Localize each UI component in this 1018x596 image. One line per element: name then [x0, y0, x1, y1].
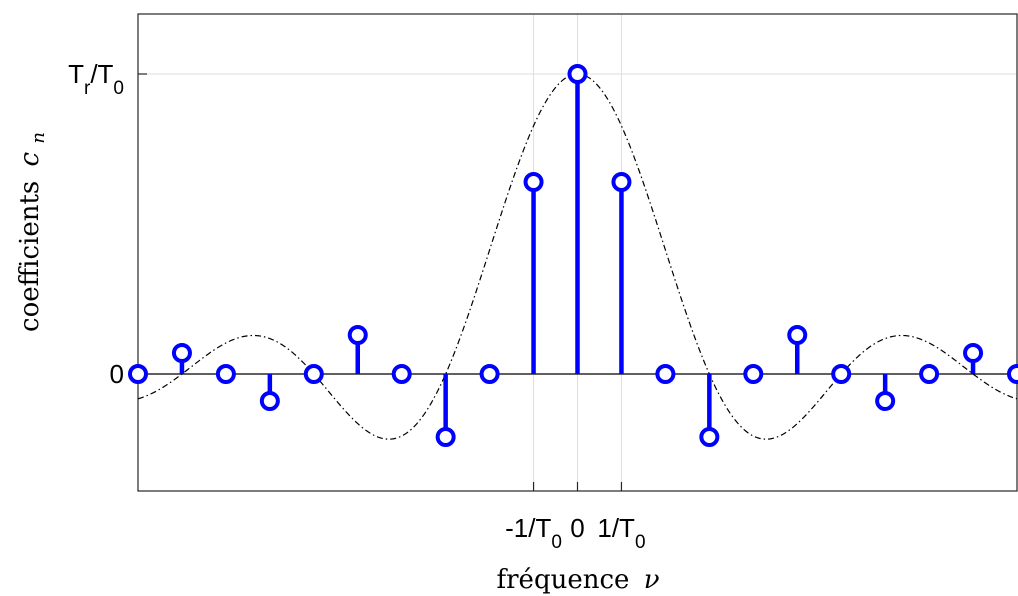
y-axis-symbol: c [15, 151, 45, 166]
y-tick-subscript: r [84, 78, 91, 99]
y-axis-symbol-subscript: n [28, 132, 49, 144]
x-axis-label: fréquence [497, 565, 630, 595]
stem-point [303, 364, 324, 384]
stem-point [875, 374, 896, 411]
x-tick-label: 0 [570, 513, 584, 543]
stem-marker [699, 427, 720, 447]
y-axis-title: coefficients c n [15, 132, 49, 332]
stem-point [919, 364, 940, 384]
x-tick-text: 1/T [597, 513, 635, 543]
stem-point [259, 374, 280, 411]
x-tick-label: -1/T0 [505, 513, 562, 553]
x-tick-labels: -1/T0 0 1/T0 [505, 513, 645, 553]
x-tick-label: 1/T0 [597, 513, 645, 553]
stem-point [611, 172, 632, 374]
stem-marker [435, 427, 456, 447]
stem-marker [963, 343, 984, 363]
stem-point [743, 364, 764, 384]
stem-point [831, 364, 852, 384]
x-tick-subscript: 0 [551, 532, 562, 553]
stem-marker [347, 325, 368, 345]
x-tick-subscript: 0 [635, 532, 646, 553]
stem-point [1007, 364, 1018, 384]
stem-marker [743, 364, 764, 384]
stem-marker [303, 364, 324, 384]
stem-point [655, 364, 676, 384]
x-axis-title: fréquence ν [497, 565, 660, 595]
stem-point [523, 172, 544, 374]
stem-marker [171, 343, 192, 363]
y-tick-text: T [68, 59, 84, 89]
stem-point [171, 343, 192, 374]
stem-point [699, 374, 720, 447]
stem-point [347, 325, 368, 374]
y-tick-subscript: 0 [113, 78, 124, 99]
stem-point [391, 364, 412, 384]
y-tick-labels: 0Tr/T0 [68, 59, 124, 389]
stem-marker [655, 364, 676, 384]
stem-point [479, 364, 500, 384]
stem-point [963, 343, 984, 374]
stem-marker [875, 391, 896, 411]
y-tick-label: Tr/T0 [68, 59, 124, 99]
stem-marker [787, 325, 808, 345]
stem-marker [831, 364, 852, 384]
stem-point [435, 374, 456, 447]
x-tick-text: 0 [570, 513, 584, 543]
stem-point [128, 364, 148, 384]
y-tick-label: 0 [110, 359, 124, 389]
stem-series [128, 64, 1018, 447]
stem-marker [1007, 364, 1018, 384]
y-tick-text: /T [90, 59, 113, 89]
stem-marker [128, 364, 148, 384]
stem-marker [611, 172, 632, 192]
stem-point [215, 364, 236, 384]
stem-marker [523, 172, 544, 192]
stem-marker [567, 64, 588, 84]
y-tick-text: 0 [110, 359, 124, 389]
stem-point [787, 325, 808, 374]
stem-point [567, 64, 588, 374]
x-tick-text: -1/T [505, 513, 551, 543]
stem-marker [215, 364, 236, 384]
y-axis-label: coefficients [15, 181, 45, 332]
stem-marker [259, 391, 280, 411]
stem-marker [919, 364, 940, 384]
stem-marker [391, 364, 412, 384]
x-axis-symbol: ν [644, 565, 660, 595]
stem-marker [479, 364, 500, 384]
